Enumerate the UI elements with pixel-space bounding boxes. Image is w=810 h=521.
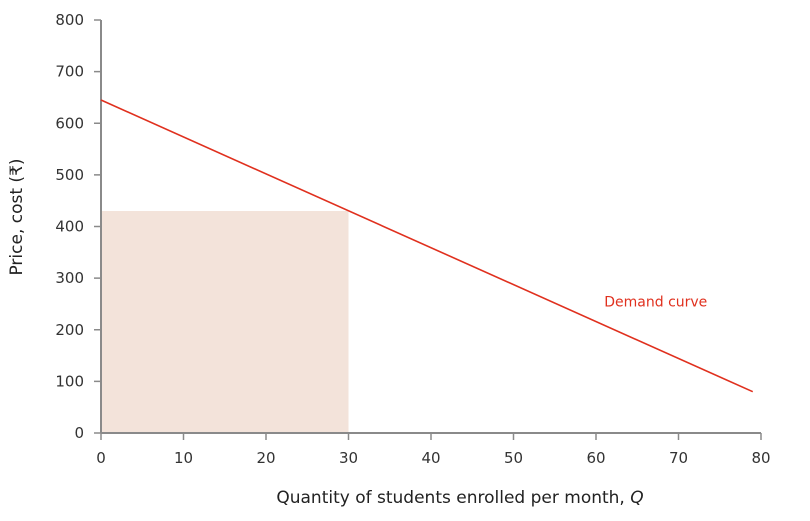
shaded-rectangle [101,211,349,433]
x-tick-label: 20 [256,449,275,467]
y-tick-label: 600 [55,114,84,132]
y-tick-label: 700 [55,63,84,81]
y-tick-label: 400 [55,218,84,236]
x-tick-label: 70 [669,449,688,467]
y-tick-label: 0 [74,424,84,442]
x-tick-label: 80 [751,449,770,467]
demand-curve [100,99,754,393]
x-tick-label: 0 [96,449,106,467]
demand-line [100,99,754,393]
y-tick-label: 800 [55,11,84,29]
axis-labels: 0 100 200 300 400 500 600 700 800 0 10 20 30 40 50 60 70… [55,11,770,467]
demand-curve-label: Demand curve [604,294,707,310]
y-tick-label: 200 [55,321,84,339]
shaded-revenue-region [101,211,349,433]
y-axis-title: Price, cost (₹) [7,158,27,275]
y-tick-label: 300 [55,269,84,287]
y-tick-label: 500 [55,166,84,184]
x-tick-label: 10 [174,449,193,467]
x-axis-title: Quantity of students enrolled per month,… [276,488,643,508]
axes [94,19,762,440]
x-tick-label: 40 [421,449,440,467]
y-tick-label: 100 [55,372,84,390]
x-tick-label: 60 [586,449,605,467]
x-tick-label: 50 [504,449,523,467]
x-tick-label: 30 [339,449,358,467]
